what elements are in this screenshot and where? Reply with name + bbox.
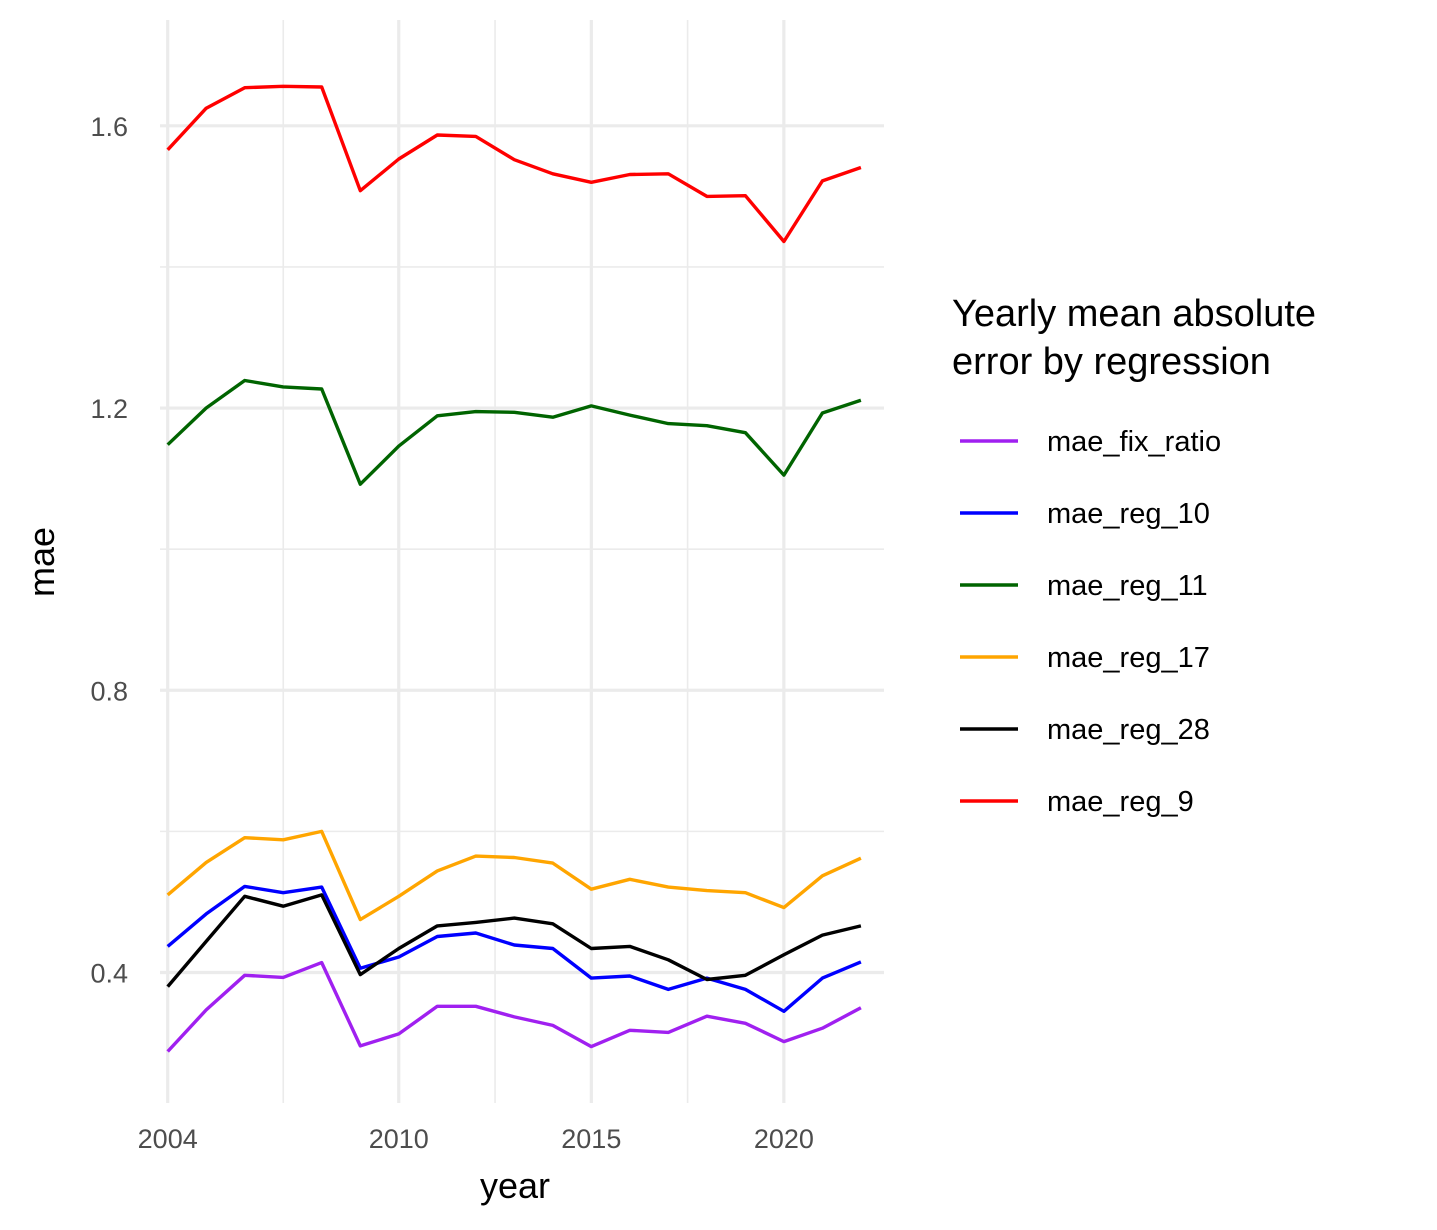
major-gridlines (160, 20, 884, 1103)
x-axis-title: year (480, 1165, 550, 1206)
x-axis-tick-labels: 2004 2010 2015 2020 (138, 1124, 814, 1154)
legend-item: mae_reg_9 (960, 786, 1194, 818)
minor-gridlines (160, 20, 884, 1103)
x-tick-label: 2015 (561, 1124, 621, 1154)
y-tick-label: 0.8 (90, 676, 128, 706)
y-axis-tick-labels: 0.4 0.8 1.2 1.6 (90, 112, 128, 989)
x-tick-label: 2020 (754, 1124, 814, 1154)
x-tick-label: 2004 (138, 1124, 198, 1154)
series-line-mae_reg_17 (166, 829, 862, 922)
y-tick-label: 1.6 (90, 112, 128, 142)
legend-label: mae_reg_9 (1047, 786, 1194, 818)
legend-item: mae_reg_28 (960, 714, 1210, 746)
legend-label: mae_reg_11 (1047, 570, 1208, 602)
y-tick-label: 0.4 (90, 958, 128, 988)
series-line-mae_reg_10 (166, 884, 862, 1013)
legend-item: mae_reg_11 (960, 570, 1208, 602)
series-lines (166, 84, 862, 1053)
x-tick-label: 2010 (369, 1124, 429, 1154)
legend-label: mae_reg_10 (1047, 498, 1210, 530)
legend-label: mae_reg_17 (1047, 642, 1210, 674)
legend-item: mae_reg_17 (960, 642, 1210, 674)
y-tick-label: 1.2 (90, 394, 128, 424)
series-line-mae_reg_9 (166, 84, 862, 244)
legend-label: mae_fix_ratio (1047, 426, 1221, 458)
y-axis-title: mae (21, 527, 62, 597)
series-line-mae_reg_28 (166, 893, 862, 988)
legend-item: mae_reg_10 (960, 498, 1210, 530)
series-line-mae_reg_11 (166, 378, 862, 486)
legend-title-line-1: Yearly mean absolute (952, 293, 1316, 335)
series-line-mae_fix_ratio (166, 960, 862, 1053)
legend-label: mae_reg_28 (1047, 714, 1210, 746)
legend-title-line-2: error by regression (952, 341, 1271, 383)
legend-item: mae_fix_ratio (960, 426, 1221, 458)
legend-items: mae_fix_ratio mae_reg_10 mae_reg_11 mae_reg… (960, 426, 1221, 818)
legend: Yearly mean absolute error by regression… (952, 293, 1316, 818)
